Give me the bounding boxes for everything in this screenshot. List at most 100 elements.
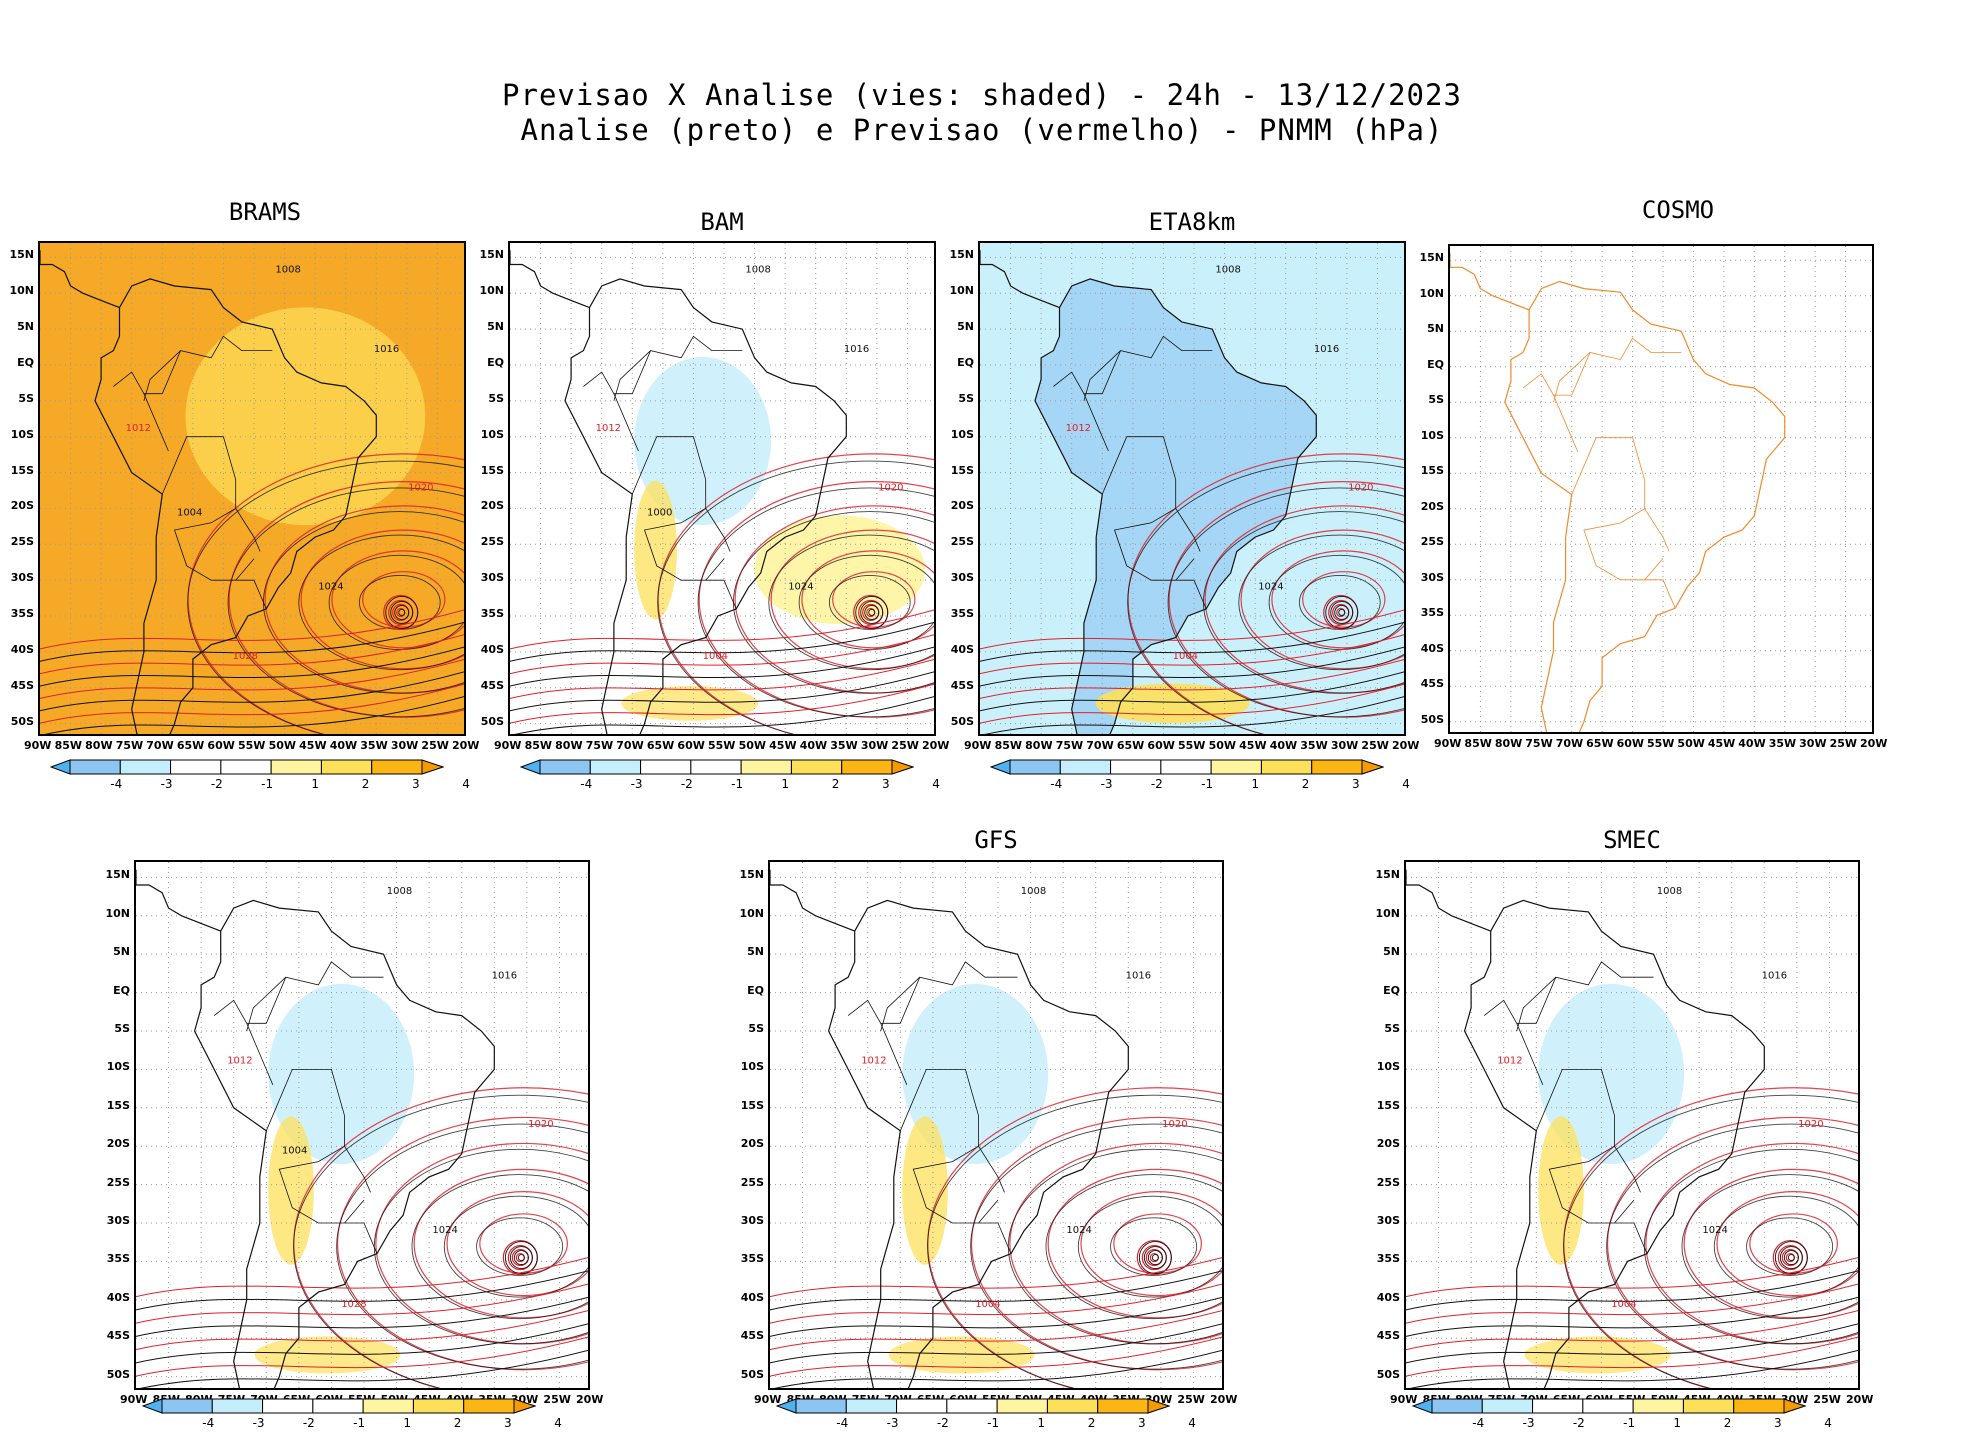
colorbar-label: -1	[261, 777, 274, 791]
country-border	[1535, 1069, 1641, 1193]
colorbar-label: -2	[1572, 1416, 1585, 1430]
forecast-isobar	[510, 683, 934, 724]
lat-tick-label: 20S	[1376, 1137, 1400, 1151]
lon-tick-label: 25W	[421, 739, 449, 752]
lat-tick-label: 10S	[480, 427, 504, 441]
forecast-isobar	[1607, 1116, 1858, 1371]
lon-tick-label: 45W	[1239, 739, 1267, 752]
forecast-isobar	[136, 1257, 588, 1298]
isobar-label: 1012	[596, 423, 621, 434]
colorbar-segment	[1682, 1398, 1735, 1414]
figure-title-line2: Analise (preto) e Previsao (vermelho) - …	[520, 113, 1444, 147]
isobar-label: 1016	[492, 971, 517, 982]
forecast-isobar	[770, 1257, 1222, 1298]
lon-tick-label: 20W	[452, 739, 480, 752]
country-border	[880, 976, 921, 1032]
coastline	[193, 899, 495, 1388]
panel-title-cosmo: COSMO	[1641, 196, 1715, 224]
forecast-isobar	[971, 1116, 1222, 1371]
colorbar-segment	[1582, 1398, 1634, 1414]
lon-tick-label: 40W	[1738, 737, 1766, 750]
map-canvas-bam: 1008 1012 1016 1020 1024 1004 1000	[510, 243, 934, 734]
analysis-isobar	[328, 554, 464, 650]
forecast-isobar	[1080, 1191, 1222, 1297]
lat-tick-label: 30S	[480, 571, 504, 585]
lat-tick-label: 35S	[1376, 1252, 1400, 1266]
lat-tick-label: 15N	[9, 248, 34, 262]
country-border	[583, 371, 639, 452]
colorbar-segment	[69, 759, 121, 775]
analysis-isobar	[980, 671, 1404, 712]
lat-tick-label: 15S	[950, 463, 974, 477]
lon-tick-label: 90W	[1390, 1393, 1418, 1406]
country-border	[1083, 350, 1121, 401]
lon-tick-label: 80W	[555, 739, 583, 752]
colorbar-segment	[362, 1398, 414, 1414]
forecast-isobar	[1302, 571, 1386, 628]
bias-shading	[1538, 1116, 1584, 1265]
lon-tick-label: 20W	[1392, 739, 1420, 752]
analysis-isobar	[970, 1123, 1222, 1370]
analysis-isobar	[774, 1349, 1222, 1388]
country-border	[1083, 335, 1213, 395]
colorbar-segment	[1059, 759, 1112, 775]
lat-tick-label: 45S	[1420, 677, 1444, 691]
colorbar-segment	[589, 759, 642, 775]
lat-tick-label: 5N	[1427, 322, 1444, 336]
lat-tick-label: 5S	[1428, 393, 1444, 407]
isobar-label: 1004	[1173, 651, 1198, 662]
lat-tick-label: 10S	[1376, 1060, 1400, 1074]
analysis-isobar	[770, 1296, 1222, 1337]
map-canvas-gfs: 1008 1012 1016 1020 1024 1004	[770, 862, 1222, 1388]
isobar-label: 1024	[318, 582, 343, 593]
isobar-label: 1020	[1798, 1119, 1823, 1130]
lon-tick-label: 60W	[677, 739, 705, 752]
lon-tick-label: 50W	[1677, 737, 1705, 750]
lat-tick-label: EQ	[17, 355, 34, 369]
bias-shading	[268, 1116, 314, 1265]
colorbar-label: -3	[160, 777, 173, 791]
lat-tick-label: 35S	[10, 607, 34, 621]
country-border	[978, 1222, 1012, 1254]
lon-tick-label: 90W	[24, 739, 52, 752]
cyclone-contour	[1338, 609, 1346, 616]
colorbar-label: -1	[353, 1416, 366, 1430]
isobar-label: 1024	[788, 582, 813, 593]
cyclone-contour	[385, 596, 419, 629]
isobar-label: 1004	[703, 651, 728, 662]
lat-tick-label: 15N	[949, 248, 974, 262]
analysis-isobar	[510, 621, 934, 662]
cyclone-contour	[1143, 1246, 1167, 1270]
colorbar-segment	[1210, 759, 1262, 775]
map-panel-cosmo	[1448, 244, 1874, 734]
colorbar-label: 3	[1352, 777, 1360, 791]
lat-tick-label: 25S	[106, 1175, 130, 1189]
isobar-label: 1012	[1497, 1055, 1522, 1066]
lat-tick-label: 50S	[740, 1367, 764, 1381]
colorbar-segment	[1431, 1398, 1483, 1414]
analysis-isobar	[984, 696, 1404, 734]
isobar-label: 1020	[408, 483, 433, 494]
country-border	[246, 961, 384, 1024]
colorbar-label: 4	[1402, 777, 1410, 791]
colorbar-label: -1	[1201, 777, 1214, 791]
colorbar-label: 3	[1774, 1416, 1782, 1430]
colorbar-label: 4	[554, 1416, 562, 1430]
lat-tick-label: 35S	[1420, 606, 1444, 620]
lat-tick-label: 5N	[1383, 945, 1400, 959]
forecast-isobar	[980, 658, 1404, 699]
colorbar-segment	[989, 759, 1011, 775]
analysis-isobar	[336, 1123, 588, 1370]
colorbar-segment	[211, 1398, 264, 1414]
cyclone-contour	[1774, 1241, 1808, 1275]
analysis-isobar	[443, 1195, 588, 1298]
lat-tick-label: 15S	[1420, 464, 1444, 478]
lon-tick-label: 90W	[1434, 737, 1462, 750]
forecast-isobar	[40, 683, 464, 724]
analysis-isobar	[1077, 1195, 1222, 1298]
lat-tick-label: 15S	[1376, 1098, 1400, 1112]
coastline	[1463, 899, 1765, 1388]
isobar-label: 1024	[1702, 1225, 1727, 1236]
map-canvas-eta8km: 1008 1012 1016 1020 1024 1004	[980, 243, 1404, 734]
colorbar-label: 3	[412, 777, 420, 791]
